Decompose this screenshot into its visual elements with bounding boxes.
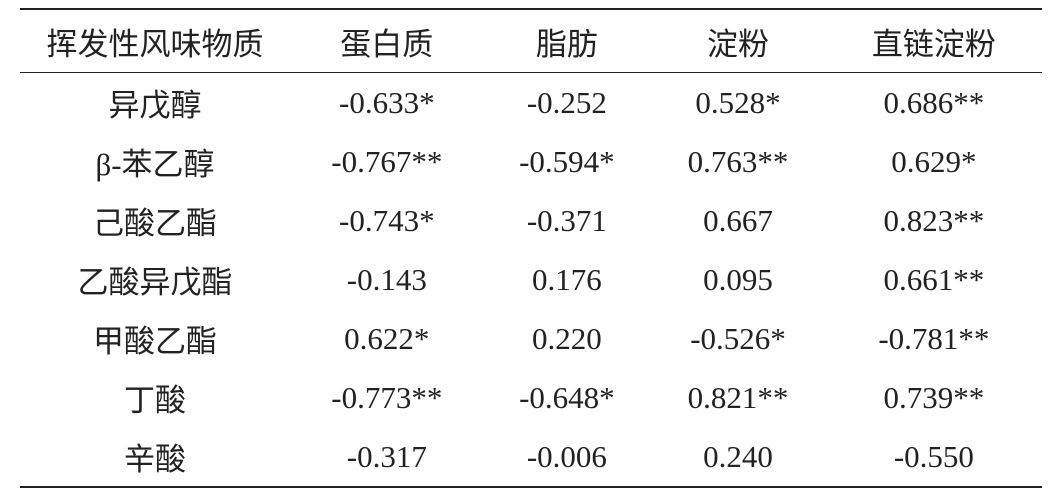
table-row: 异戊醇 -0.633* -0.252 0.528* 0.686** xyxy=(20,73,1042,133)
value-cell: -0.773** xyxy=(331,379,443,415)
header-cell: 淀粉 xyxy=(707,26,769,62)
compound-cell: 辛酸 xyxy=(124,442,186,477)
value-cell: 0.240 xyxy=(703,438,773,474)
header-cell: 蛋白质 xyxy=(340,26,434,62)
table-row: 乙酸异戊酯 -0.143 0.176 0.095 0.661** xyxy=(20,250,1042,309)
compound-cell: β-苯乙醇 xyxy=(95,147,215,182)
value-cell: 0.220 xyxy=(532,320,602,356)
value-cell: -0.252 xyxy=(526,84,607,120)
table-row: 甲酸乙酯 0.622* 0.220 -0.526* -0.781** xyxy=(20,309,1042,368)
table-row: 辛酸 -0.317 -0.006 0.240 -0.550 xyxy=(20,427,1042,487)
value-cell: -0.143 xyxy=(346,261,427,297)
value-cell: -0.767** xyxy=(331,143,443,179)
header-row: 挥发性风味物质 蛋白质 脂肪 淀粉 直链淀粉 xyxy=(20,9,1042,73)
table-row: 己酸乙酯 -0.743* -0.371 0.667 0.823** xyxy=(20,191,1042,250)
value-cell: -0.550 xyxy=(893,438,974,474)
compound-cell: 异戊醇 xyxy=(108,88,202,123)
header-cell: 挥发性风味物质 xyxy=(46,26,264,62)
value-cell: 0.686** xyxy=(883,84,985,120)
value-cell: -0.648* xyxy=(519,379,615,415)
value-cell: 0.763** xyxy=(687,143,789,179)
value-cell: -0.006 xyxy=(526,438,607,474)
compound-cell: 丁酸 xyxy=(124,383,186,418)
value-cell: 0.095 xyxy=(703,261,773,297)
table-body: 异戊醇 -0.633* -0.252 0.528* 0.686** β-苯乙醇 -0.767… xyxy=(20,73,1042,487)
compound-cell: 乙酸异戊酯 xyxy=(77,265,233,300)
value-cell: -0.317 xyxy=(346,438,427,474)
table-header: 挥发性风味物质 蛋白质 脂肪 淀粉 直链淀粉 xyxy=(20,9,1042,73)
value-cell: -0.594* xyxy=(519,143,615,179)
value-cell: 0.739** xyxy=(883,379,985,415)
value-cell: 0.661** xyxy=(883,261,985,297)
table-row: 丁酸 -0.773** -0.648* 0.821** 0.739** xyxy=(20,368,1042,427)
header-cell: 脂肪 xyxy=(535,26,598,62)
compound-cell: 甲酸乙酯 xyxy=(93,324,217,359)
value-cell: 0.821** xyxy=(687,379,789,415)
value-cell: 0.176 xyxy=(532,261,602,297)
value-cell: -0.781** xyxy=(878,320,990,356)
value-cell: 0.823** xyxy=(883,202,985,238)
value-cell: -0.526* xyxy=(690,320,786,356)
correlation-table: 挥发性风味物质 蛋白质 脂肪 淀粉 直链淀粉 异戊醇 -0.633* -0.252 0.528… xyxy=(20,8,1042,488)
header-cell: 直链淀粉 xyxy=(871,26,996,62)
value-cell: 0.667 xyxy=(703,202,773,238)
value-cell: -0.633* xyxy=(339,84,435,120)
value-cell: 0.622* xyxy=(344,320,430,356)
value-cell: -0.371 xyxy=(526,202,607,238)
table-row: β-苯乙醇 -0.767** -0.594* 0.763** 0.629* xyxy=(20,132,1042,191)
value-cell: -0.743* xyxy=(339,202,435,238)
value-cell: 0.629* xyxy=(891,143,977,179)
value-cell: 0.528* xyxy=(695,84,781,120)
compound-cell: 己酸乙酯 xyxy=(93,206,217,241)
